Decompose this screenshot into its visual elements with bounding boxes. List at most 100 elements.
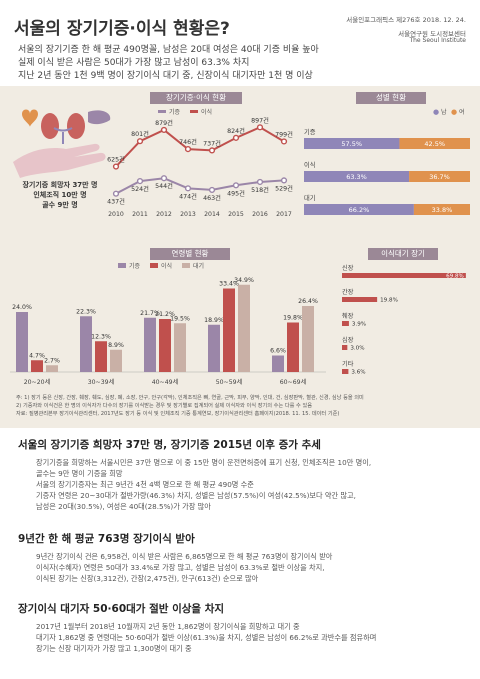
data-label-transplant: 737건 (203, 138, 221, 147)
data-label-organ: 69.8% (446, 274, 464, 280)
section-line: 기증자 연령은 20~30대가 절반가량(46.3%) 차지, 성별은 남성(5… (36, 491, 356, 500)
x-tick-label: 2016 (252, 211, 268, 218)
bar-waiting (46, 365, 58, 372)
data-point-donation (160, 175, 168, 182)
age-chart-tag: 연령별 현황 (150, 248, 230, 260)
legend-label-transplant: 이식 (201, 108, 212, 116)
donor-caption-line: 골수 9만 명 (42, 201, 78, 209)
x-tick-label: 2014 (204, 211, 220, 218)
legend-label-waiting: 대기 (193, 262, 204, 270)
category-label: 기증 (304, 127, 316, 136)
bar-transplant (31, 360, 43, 372)
data-point-donation (208, 186, 216, 194)
legend-label-female: 여 (459, 108, 465, 116)
data-label-transplant: 19.8% (283, 315, 303, 322)
data-label-organ: 19.8% (380, 298, 398, 304)
donor-caption: 장기기증 희망자 37만 명 인체조직 10만 명 골수 9만 명 (10, 180, 110, 210)
data-label-transplant: 879건 (155, 118, 173, 127)
x-tick-label: 2017 (276, 211, 292, 218)
category-label: 30~39세 (88, 378, 115, 386)
data-point-donation (112, 190, 120, 197)
section-heading: 9년간 한 해 평균 763명 장기이식 받아 (18, 533, 195, 545)
data-label-donation: 463건 (203, 193, 221, 202)
bar-transplant (287, 322, 299, 372)
section-line: 장기기증을 희망하는 서울시민은 37만 명으로 이 중 15만 명이 운전면허… (36, 458, 372, 467)
data-label-female: 42.5% (424, 140, 445, 148)
data-label-male: 57.5% (341, 140, 362, 148)
section-donation: 서울의 장기기증 희망자 37만 명, 장기기증 2015년 이후 증가 추세 … (18, 437, 468, 512)
section-line: 이식된 장기는 신장(3,312건), 간장(2,475건), 안구(613건)… (36, 574, 259, 583)
bar-donation (80, 316, 92, 372)
bar-transplant (223, 288, 235, 372)
heart-icon (22, 109, 38, 127)
section-line: 서울의 장기기증자는 최근 9년간 4천 4백 명으로 한 해 평균 490명 … (36, 480, 254, 489)
data-point-donation (256, 178, 264, 186)
data-label-donation: 518건 (251, 185, 269, 194)
page-title: 서울의 장기기증·이식 현황은? (14, 19, 230, 39)
data-label-transplant: 625건 (107, 155, 125, 164)
summary-bullet: 서울의 장기기증 한 해 평균 490명꼴, 남성은 20대 여성은 40대 기… (18, 45, 319, 55)
legend-label-donation: 기증 (129, 262, 141, 270)
data-label-donation: 18.9% (204, 317, 224, 324)
category-label: 40~49세 (152, 378, 179, 386)
donor-caption-line: 인체조직 10만 명 (33, 191, 87, 199)
data-label-male: 63.3% (346, 173, 367, 181)
data-label-donation: 544건 (155, 181, 173, 190)
section-body: 9년간 장기이식 건은 6,958건, 이식 받은 사람은 6,865명으로 한… (18, 551, 468, 584)
data-label-transplant: 21.2% (155, 311, 175, 318)
chart-notes: 주: 1) 장기 등은 신장, 간장, 췌장, 췌도, 심장, 폐, 소장, 안… (16, 394, 468, 418)
data-point-transplant (232, 134, 240, 141)
brand-org-en: The Seoul Institute (409, 37, 466, 44)
category-label: 신장 (342, 264, 354, 272)
brand-issue: 서울인포그래픽스 제276호 2018. 12. 24. (346, 16, 466, 24)
female-icon: ● (451, 108, 457, 116)
bar-organ (342, 345, 348, 350)
data-label-donation: 6.6% (270, 348, 286, 355)
x-tick-label: 2010 (108, 211, 124, 218)
series-line-donation (115, 177, 285, 195)
bar-transplant (159, 319, 171, 372)
trend-chart-tag: 장기기증·이식 현황 (150, 92, 242, 104)
donor-caption-line: 장기기증 희망자 37만 명 (22, 181, 98, 189)
x-tick-label: 2012 (156, 211, 172, 218)
data-label-donation: 24.0% (12, 304, 32, 311)
data-label-female: 33.8% (432, 206, 453, 214)
data-label-transplant: 824건 (227, 126, 245, 135)
data-label-waiting: 34.9% (234, 277, 254, 284)
data-label-organ: 3.6% (351, 370, 365, 376)
data-label-transplant: 746건 (179, 137, 197, 146)
data-point-transplant (160, 126, 168, 134)
bar-waiting (238, 284, 250, 372)
data-label-donation: 21.7% (140, 310, 160, 317)
legend-label-transplant: 이식 (161, 262, 172, 270)
section-waiting: 장기이식 대기자 50·60대가 절반 이상을 차지 2017년 1월부터 20… (18, 601, 468, 654)
data-point-donation (280, 177, 288, 184)
summary-bullet: 실제 이식 받은 사람은 50대가 가장 많고 남성이 63.3% 차지 (18, 58, 250, 68)
male-icon: ● (433, 108, 439, 116)
section-line: 남성은 20대(30.5%), 여성은 40대(28.5%)가 가장 많아 (36, 502, 211, 511)
data-label-waiting: 2.7% (44, 357, 60, 364)
category-label: 췌장 (342, 312, 354, 320)
note-line: 2) 기증자와 이식건은 한 명의 이식자가 다수의 장기를 이식받는 경우 및… (16, 403, 313, 409)
summary-bullets: 서울의 장기기증 한 해 평균 490명꼴, 남성은 20대 여성은 40대 기… (18, 44, 468, 83)
data-label-female: 36.7% (429, 173, 450, 181)
data-label-donation: 22.3% (76, 308, 96, 315)
data-point-transplant (256, 124, 264, 131)
note-line: 자료: 질병관리본부 장기이식관리센터, 2017년도 장기 등 이식 및 인체… (16, 411, 340, 417)
gender-chart-tag: 성별 현황 (356, 92, 426, 104)
section-body: 2017년 1월부터 2018년 10월까지 2년 동안 1,862명이 장기이… (18, 621, 468, 654)
summary-bullet: 지난 2년 동안 1천 9백 명이 장기이식 대기 중, 신장이식 대기자만 1… (18, 71, 313, 81)
section-line: 2017년 1월부터 2018년 10월까지 2년 동안 1,862명이 장기이… (36, 622, 300, 631)
legend-label-donation: 기증 (169, 108, 181, 116)
bar-male (304, 171, 410, 182)
section-heading: 서울의 장기기증 희망자 37만 명, 장기기증 2015년 이후 증가 추세 (18, 439, 321, 451)
age-chart: 기증 이식 대기 24.0% 4.7%2.7% 20~20세 22.3% 12.3% 8.9% 3… (10, 262, 326, 386)
data-point-donation (184, 185, 192, 192)
data-point-transplant (280, 138, 288, 145)
data-point-donation (232, 182, 240, 189)
section-heading: 장기이식 대기자 50·60대가 절반 이상을 차지 (18, 603, 225, 615)
legend-swatch-transplant (190, 110, 198, 113)
hands-illustration (13, 109, 111, 178)
x-tick-label: 2015 (228, 211, 244, 218)
